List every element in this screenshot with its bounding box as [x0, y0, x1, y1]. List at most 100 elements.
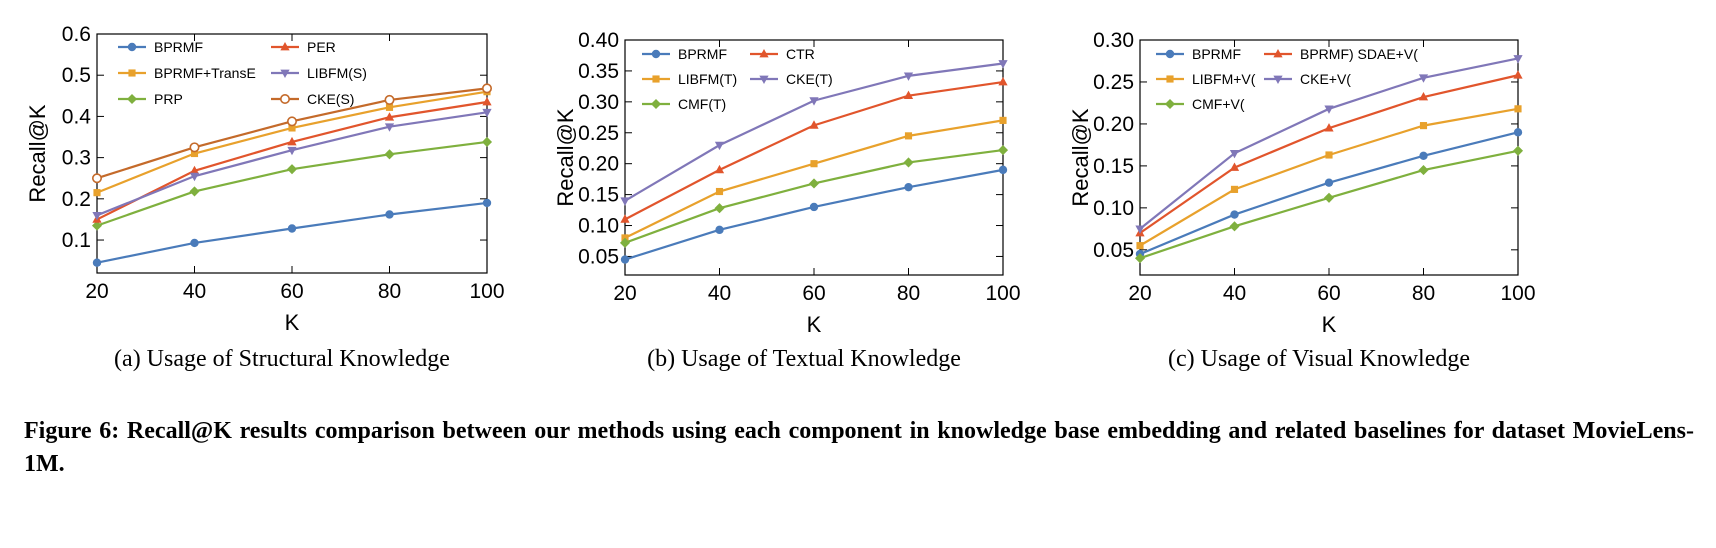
- series-2: [91, 136, 493, 231]
- y-tick-label: 0.05: [1093, 239, 1134, 262]
- data-point: [809, 120, 819, 129]
- legend-marker: [652, 75, 660, 83]
- legend-label: PRP: [154, 91, 183, 107]
- data-point: [384, 94, 395, 105]
- data-point: [620, 214, 630, 223]
- series-0: [620, 165, 1008, 264]
- legend-marker: [126, 93, 138, 105]
- data-point: [1136, 242, 1144, 250]
- data-point: [385, 210, 394, 219]
- data-point: [190, 238, 199, 248]
- data-point: [714, 203, 725, 214]
- legend-marker: [651, 49, 661, 59]
- data-point: [482, 96, 492, 106]
- series-0: [92, 198, 492, 267]
- data-point: [1418, 165, 1429, 176]
- y-tick-label: 0.40: [578, 29, 619, 52]
- y-tick-label: 0.25: [1093, 71, 1134, 94]
- data-point: [1419, 151, 1428, 161]
- data-point: [619, 237, 631, 248]
- data-point: [1323, 192, 1335, 203]
- series-4: [1135, 55, 1523, 234]
- x-tick-label: 40: [183, 280, 206, 303]
- data-point: [189, 142, 200, 153]
- data-point: [998, 77, 1008, 86]
- data-point: [1512, 145, 1524, 156]
- data-point: [384, 149, 395, 160]
- y-tick-label: 0.20: [1093, 113, 1134, 136]
- data-point: [92, 173, 103, 184]
- y-tick-label: 0.20: [578, 153, 619, 176]
- data-point: [1513, 55, 1523, 64]
- legend: BPRMF LIBFM+V(CMF+V(BPRMF) SDAE+V(CKE+V(: [1156, 46, 1418, 112]
- data-point: [286, 164, 298, 175]
- data-point: [482, 198, 492, 208]
- series-1: [1136, 105, 1522, 250]
- legend-label: PER: [307, 39, 336, 55]
- data-point: [384, 123, 395, 132]
- legend-label: LIBFM+V(: [1192, 71, 1256, 87]
- y-tick-label: 0.1: [62, 229, 91, 252]
- data-point: [286, 116, 297, 127]
- legend-label: CMF+V(: [1192, 96, 1245, 112]
- y-tick-label: 0.30: [1093, 29, 1134, 52]
- legend-label: BPRMF: [154, 39, 203, 55]
- data-point: [620, 255, 630, 264]
- data-point: [1230, 210, 1239, 219]
- x-tick-label: 80: [897, 282, 920, 305]
- y-tick-label: 0.5: [62, 64, 91, 87]
- data-point: [385, 103, 394, 111]
- data-point: [1513, 70, 1523, 79]
- legend-label: BPRMF: [678, 46, 727, 62]
- legend-marker: [759, 75, 769, 85]
- legend-label: LIBFM(S): [307, 65, 367, 81]
- legend-marker: [279, 94, 290, 105]
- x-tick-label: 100: [469, 280, 504, 303]
- x-tick-label: 60: [280, 280, 303, 303]
- figure-panels: 20 40 60 80 100 0.1 0.2 0.3 0.4 0.5 0.6 K Recall@K BP…: [25, 23, 1536, 372]
- data-point: [482, 108, 492, 118]
- legend-label: CMF(T): [678, 96, 726, 112]
- legend-marker: [127, 42, 137, 52]
- series-2: [1134, 145, 1524, 264]
- data-point: [809, 97, 819, 106]
- series-line: [96, 201, 488, 264]
- data-point: [1325, 151, 1333, 159]
- legend: BPRMF BPRMF+TransE PRP PER LIBFM(S) CKE(S): [118, 39, 367, 107]
- data-point: [189, 186, 200, 197]
- legend-marker: [759, 48, 769, 58]
- data-point: [904, 132, 913, 140]
- data-point: [1513, 128, 1523, 137]
- y-axis-title: Recall@K: [25, 104, 50, 202]
- data-point: [808, 178, 820, 189]
- data-point: [714, 141, 725, 151]
- y-tick-label: 0.30: [578, 91, 619, 114]
- legend-marker: [1165, 49, 1175, 59]
- data-point: [189, 172, 200, 182]
- series-4: [620, 60, 1008, 206]
- y-tick-label: 0.10: [578, 215, 619, 238]
- data-point: [91, 220, 103, 231]
- legend-marker: [1164, 98, 1176, 110]
- x-tick-label: 40: [1223, 282, 1246, 305]
- data-point: [481, 83, 492, 94]
- x-tick-label: 20: [613, 282, 636, 305]
- y-tick-label: 0.4: [62, 105, 92, 128]
- legend-marker: [1273, 48, 1283, 58]
- legend-label: CTR: [786, 46, 815, 62]
- y-tick-label: 0.35: [578, 60, 619, 83]
- legend-label: BPRMF+TransE: [154, 65, 256, 81]
- data-point: [189, 165, 200, 175]
- data-point: [1418, 92, 1429, 101]
- data-point: [92, 258, 102, 267]
- x-tick-label: 100: [985, 282, 1020, 305]
- x-axis-title: K: [807, 312, 822, 337]
- data-point: [481, 136, 493, 148]
- subfigure-caption: (a) Usage of Structural Knowledge: [114, 346, 450, 372]
- data-point: [287, 224, 297, 233]
- y-tick-label: 0.3: [62, 147, 91, 170]
- x-axis-title: K: [285, 310, 300, 335]
- legend-marker: [280, 41, 290, 51]
- data-point: [1134, 253, 1146, 264]
- legend-label: BPRMF) SDAE+V(: [1300, 46, 1418, 62]
